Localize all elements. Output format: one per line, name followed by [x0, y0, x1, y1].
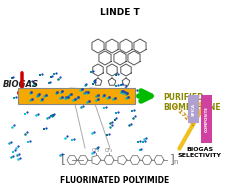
Text: ]: ] [169, 153, 174, 167]
Bar [188, 95, 199, 123]
Text: BIOGAS
SELECTIVITY: BIOGAS SELECTIVITY [178, 147, 222, 158]
Text: n: n [174, 159, 178, 165]
Text: COMPOSITE: COMPOSITE [204, 106, 208, 132]
Text: + 172 %: + 172 % [171, 103, 195, 127]
Bar [18, 88, 135, 104]
Text: LINDE T: LINDE T [100, 8, 140, 17]
Bar [201, 95, 212, 143]
Text: SPICA: SPICA [192, 102, 195, 115]
Text: [: [ [60, 153, 65, 167]
Text: CF₃: CF₃ [92, 149, 100, 153]
Text: BIOGAS: BIOGAS [3, 80, 39, 89]
Text: FLUORINATED POLYIMIDE: FLUORINATED POLYIMIDE [60, 176, 170, 185]
Text: CF₃: CF₃ [105, 149, 113, 153]
Text: PURIFIED
BIOMETHANE: PURIFIED BIOMETHANE [163, 93, 221, 112]
